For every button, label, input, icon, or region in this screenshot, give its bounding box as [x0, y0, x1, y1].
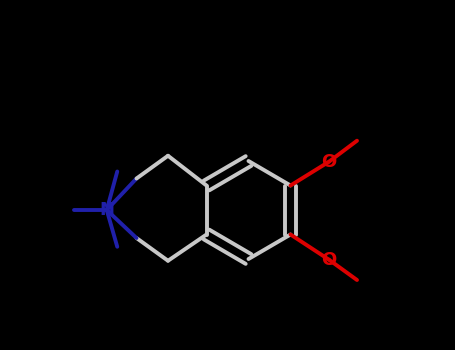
Text: N: N: [99, 201, 114, 219]
Text: O: O: [321, 153, 337, 171]
Text: O: O: [321, 251, 337, 269]
